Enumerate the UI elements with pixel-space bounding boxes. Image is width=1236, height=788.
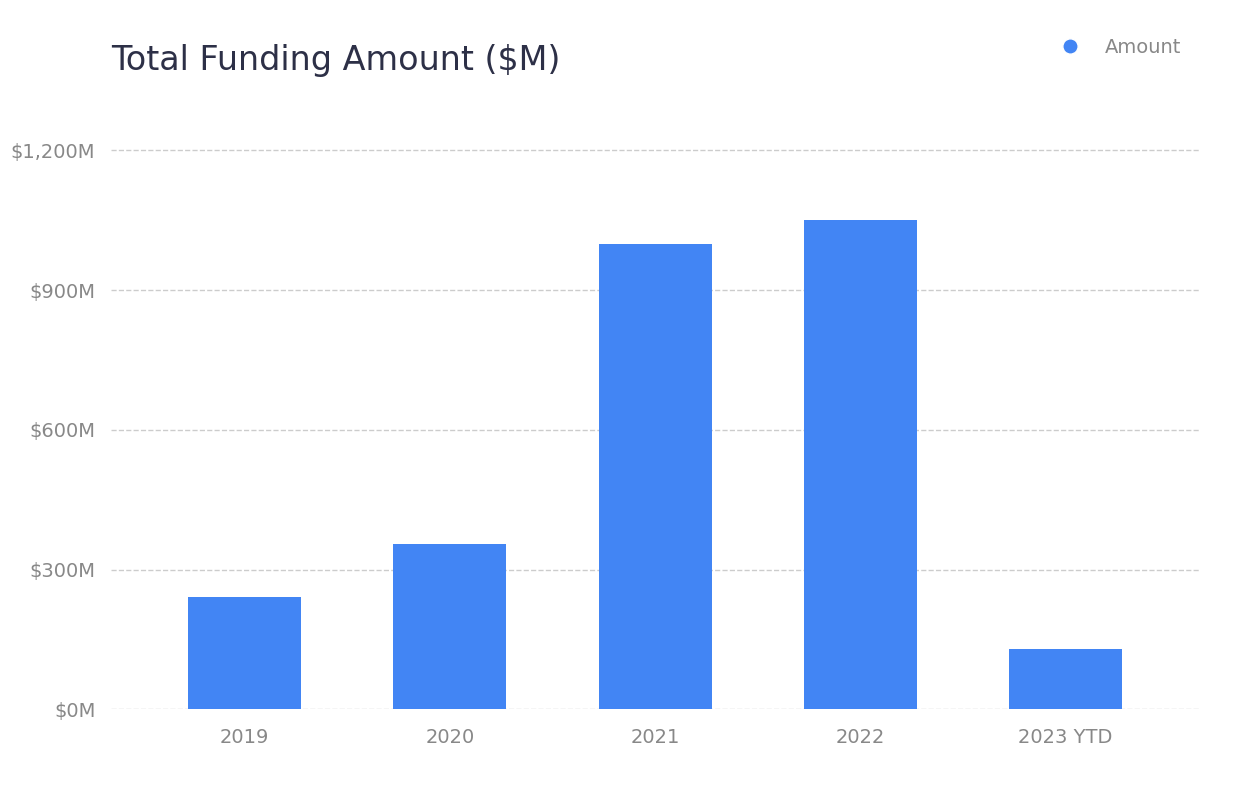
Text: Total Funding Amount ($M): Total Funding Amount ($M) bbox=[111, 43, 561, 76]
Bar bbox=[803, 221, 917, 709]
Bar bbox=[1009, 649, 1122, 709]
Bar bbox=[598, 243, 712, 709]
Legend: Amount: Amount bbox=[1043, 31, 1189, 65]
Bar bbox=[393, 544, 507, 709]
Bar bbox=[188, 597, 302, 709]
